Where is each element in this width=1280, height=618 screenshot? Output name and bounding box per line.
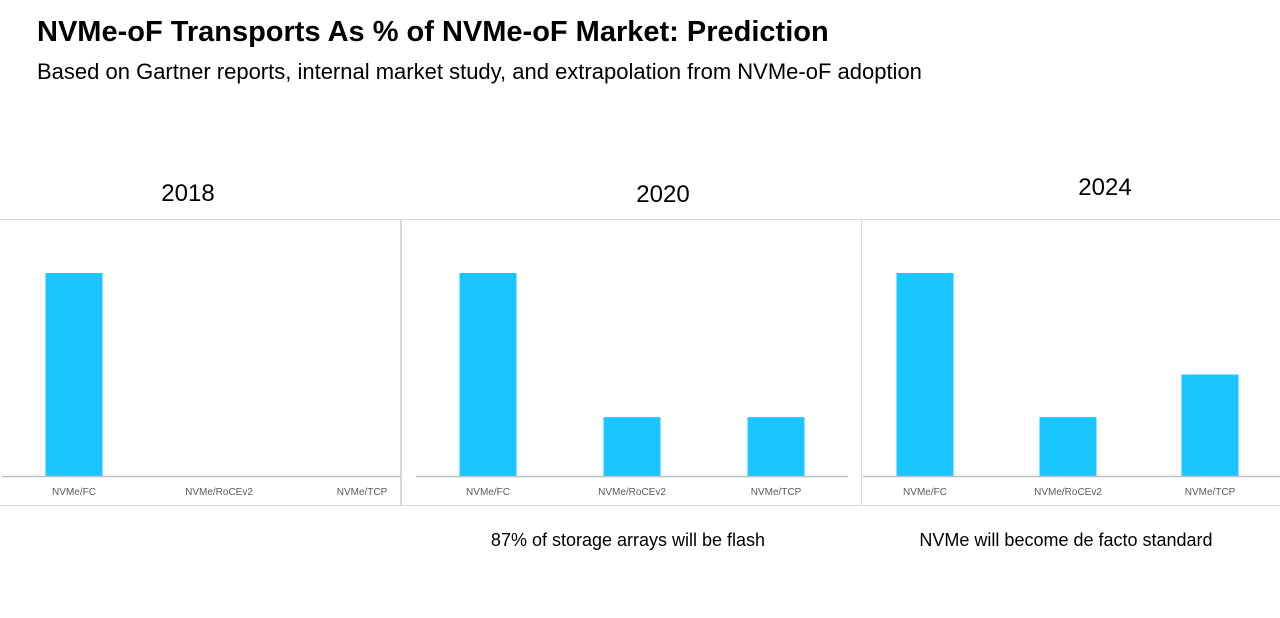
tick-label-nvme-rocev2-2020: NVMe/RoCEv2 xyxy=(598,487,666,498)
bar-nvme-fc-2020 xyxy=(459,273,517,476)
chart-panel-2018: NVMe/FC NVMe/RoCEv2 NVMe/TCP xyxy=(0,219,401,506)
tick-label-nvme-tcp-2024: NVMe/TCP xyxy=(1185,487,1236,498)
bar-nvme-rocev2-2020 xyxy=(603,417,661,476)
tick-label-nvme-tcp-2020: NVMe/TCP xyxy=(751,487,802,498)
tick-label-nvme-fc-2020: NVMe/FC xyxy=(466,487,510,498)
bar-chart-2020: NVMe/FC NVMe/RoCEv2 NVMe/TCP xyxy=(416,273,848,498)
page-subtitle: Based on Gartner reports, internal marke… xyxy=(37,59,922,84)
chart-panel-2020: NVMe/FC NVMe/RoCEv2 NVMe/TCP xyxy=(401,219,862,506)
chart-title-2020: 2020 xyxy=(636,181,690,208)
tick-label-nvme-fc-2018: NVMe/FC xyxy=(52,487,96,498)
chart-note-2020: 87% of storage arrays will be flash xyxy=(490,530,766,550)
chart-note-2024: NVMe will become de facto standard xyxy=(919,530,1213,550)
bar-nvme-tcp-2024 xyxy=(1181,374,1239,476)
chart-panel-2024: NVMe/FC NVMe/RoCEv2 NVMe/TCP xyxy=(861,219,1280,506)
page-title: NVMe-oF Transports As % of NVMe-oF Marke… xyxy=(37,16,829,48)
bar-nvme-tcp-2020 xyxy=(747,417,805,476)
tick-label-nvme-rocev2-2018: NVMe/RoCEv2 xyxy=(185,487,253,498)
bar-chart-2018: NVMe/FC NVMe/RoCEv2 NVMe/TCP xyxy=(2,273,401,498)
bar-nvme-fc-2018 xyxy=(45,273,103,476)
tick-label-nvme-tcp-2018: NVMe/TCP xyxy=(337,487,388,498)
tick-label-nvme-rocev2-2024: NVMe/RoCEv2 xyxy=(1034,487,1102,498)
chart-title-2018: 2018 xyxy=(161,180,215,207)
bar-chart-2024: NVMe/FC NVMe/RoCEv2 NVMe/TCP xyxy=(863,273,1280,498)
bar-nvme-fc-2024 xyxy=(896,273,954,476)
chart-title-2024: 2024 xyxy=(1078,174,1132,201)
bar-nvme-rocev2-2024 xyxy=(1039,417,1097,476)
tick-label-nvme-fc-2024: NVMe/FC xyxy=(903,487,947,498)
